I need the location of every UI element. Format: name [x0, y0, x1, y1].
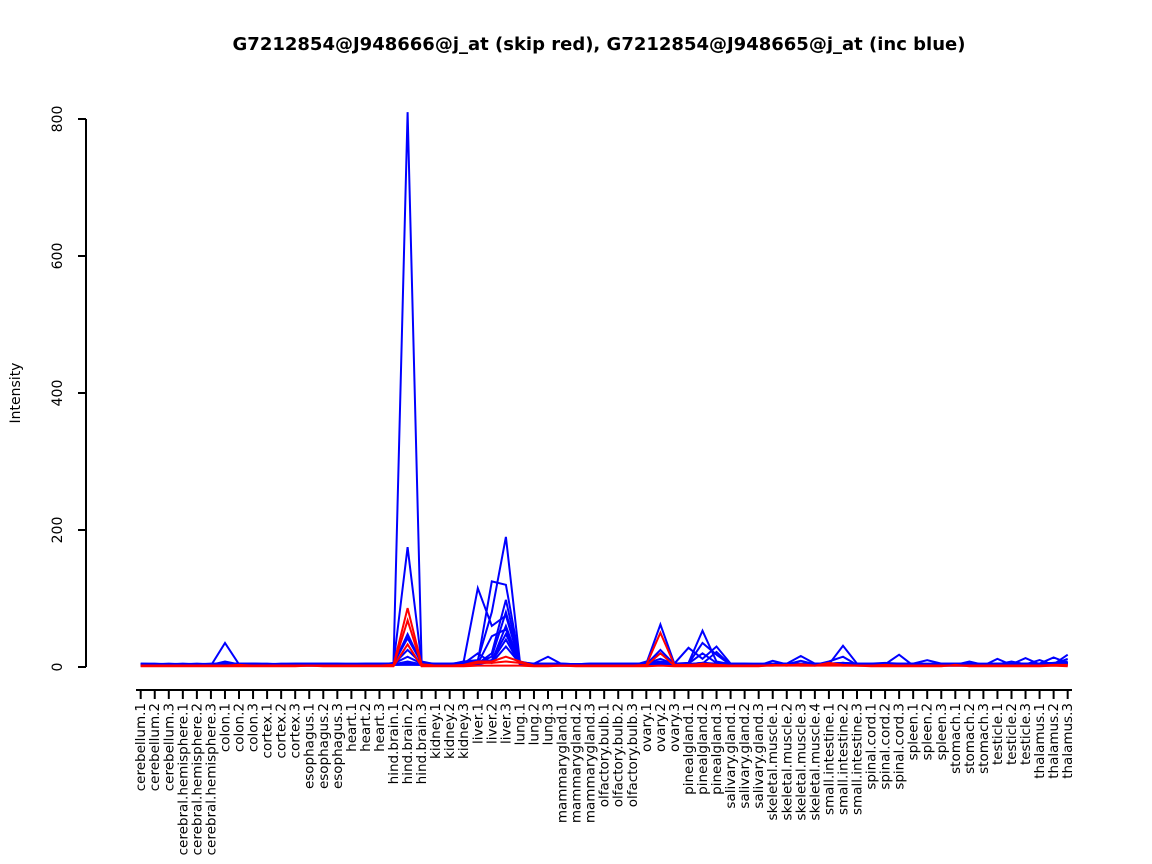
- x-tick-label: lung.2: [526, 703, 542, 745]
- x-tick-label: small.intestine.2: [835, 703, 851, 815]
- x-tick-label: ovary.1: [639, 703, 655, 752]
- chart-title: G7212854@J948666@j_at (skip red), G72128…: [232, 34, 966, 55]
- series-line-blue.8: [140, 631, 1069, 666]
- x-tick-label: thalamus.2: [1046, 703, 1062, 779]
- x-tick-label: esophagus.3: [330, 703, 346, 789]
- series-line-red.2: [140, 617, 1068, 667]
- x-tick-label: lung.3: [541, 703, 557, 745]
- x-tick-label: heart.1: [344, 703, 360, 752]
- x-tick-label: stomach.2: [962, 703, 978, 774]
- x-tick-label: colon.1: [217, 703, 233, 752]
- x-tick-label: testicle.2: [1004, 703, 1020, 765]
- x-tick-label: spleen.2: [920, 703, 936, 760]
- x-tick-label: olfactory.bulb.3: [625, 703, 641, 807]
- x-tick-label: testicle.3: [1018, 703, 1034, 765]
- x-tick-label: stomach.3: [976, 703, 992, 774]
- x-tick-label: liver.3: [498, 703, 514, 744]
- x-tick-label: pinealgland.1: [681, 703, 697, 795]
- x-tick-label: cerebellum.3: [161, 703, 177, 791]
- x-tick-label: skeletal.muscle.3: [793, 703, 809, 820]
- series-line-red.1: [140, 607, 1068, 667]
- series-line-blue.3: [140, 584, 1069, 667]
- x-tick-label: cerebral.hemisphere.1: [175, 703, 191, 855]
- series-line-red.3: [140, 642, 1068, 668]
- x-tick-label: olfactory.bulb.2: [611, 703, 627, 807]
- x-tick-label: mammarygland.3: [583, 703, 599, 823]
- x-tick-label: spinal.cord.3: [892, 703, 908, 790]
- x-tick-label: hind.brain.1: [386, 703, 402, 784]
- x-tick-label: esophagus.1: [302, 703, 318, 789]
- x-tick-label: colon.3: [246, 703, 262, 752]
- x-tick-label: kidney.2: [442, 703, 458, 759]
- x-tick-label: hind.brain.3: [414, 703, 430, 784]
- x-tick-label: spinal.cord.2: [878, 703, 894, 790]
- y-tick-label: 600: [50, 243, 66, 270]
- x-tick-label: cerebral.hemisphere.2: [189, 703, 205, 855]
- y-tick-label: 800: [50, 106, 66, 133]
- x-tick-label: ovary.2: [653, 703, 669, 752]
- y-tick-label: 200: [50, 517, 66, 544]
- x-tick-label: small.intestine.3: [849, 703, 865, 815]
- x-tick-label: salivary.gland.3: [751, 703, 767, 809]
- x-tick-label: skeletal.muscle.1: [765, 703, 781, 820]
- x-tick-label: heart.2: [358, 703, 374, 752]
- series-line-blue.5: [140, 599, 1068, 666]
- x-tick-label: cortex.2: [274, 703, 290, 758]
- series-line-blue.1: [140, 112, 1068, 667]
- x-tick-label: cortex.3: [288, 703, 304, 758]
- x-tick-label: lung.1: [512, 703, 528, 745]
- x-tick-label: testicle.1: [990, 703, 1006, 765]
- x-tick-label: spleen.3: [934, 703, 950, 760]
- x-tick-label: pinealgland.2: [695, 703, 711, 795]
- x-tick-label: skeletal.muscle.2: [779, 703, 795, 820]
- x-tick-label: thalamus.1: [1032, 703, 1048, 779]
- x-tick-label: colon.2: [232, 703, 248, 752]
- x-tick-label: esophagus.2: [316, 703, 332, 789]
- x-tick-label: mammarygland.1: [555, 703, 571, 823]
- x-tick-label: ovary.3: [667, 703, 683, 752]
- series-line-blue.2: [140, 536, 1068, 666]
- x-tick-label: liver.2: [484, 703, 500, 744]
- x-tick-label: skeletal.muscle.4: [807, 703, 823, 820]
- x-tick-label: heart.3: [372, 703, 388, 752]
- x-tick-label: kidney.1: [428, 703, 444, 759]
- x-tick-label: salivary.gland.1: [723, 703, 739, 809]
- x-tick-label: small.intestine.1: [821, 703, 837, 815]
- x-tick-label: olfactory.bulb.1: [597, 703, 613, 807]
- x-tick-label: mammarygland.2: [569, 703, 585, 823]
- x-tick-label: liver.1: [470, 703, 486, 744]
- x-tick-label: cerebellum.1: [133, 703, 149, 791]
- x-tick-label: cortex.1: [260, 703, 276, 758]
- series-line-blue.4: [140, 580, 1068, 666]
- x-tick-label: cerebral.hemisphere.3: [203, 703, 219, 855]
- series-line-blue.10: [140, 637, 1068, 666]
- x-tick-label: hind.brain.2: [400, 703, 416, 784]
- x-tick-label: spleen.1: [906, 703, 922, 760]
- x-tick-label: thalamus.3: [1060, 703, 1076, 779]
- y-tick-label: 0: [50, 663, 66, 672]
- x-tick-label: salivary.gland.2: [737, 703, 753, 809]
- x-tick-label: kidney.3: [456, 703, 472, 759]
- x-tick-label: stomach.1: [948, 703, 964, 774]
- y-tick-label: 400: [50, 380, 66, 407]
- x-tick-label: spinal.cord.1: [864, 703, 880, 790]
- series-line-blue.6: [140, 608, 1068, 666]
- x-tick-label: pinealgland.3: [709, 703, 725, 795]
- x-tick-label: cerebellum.2: [147, 703, 163, 791]
